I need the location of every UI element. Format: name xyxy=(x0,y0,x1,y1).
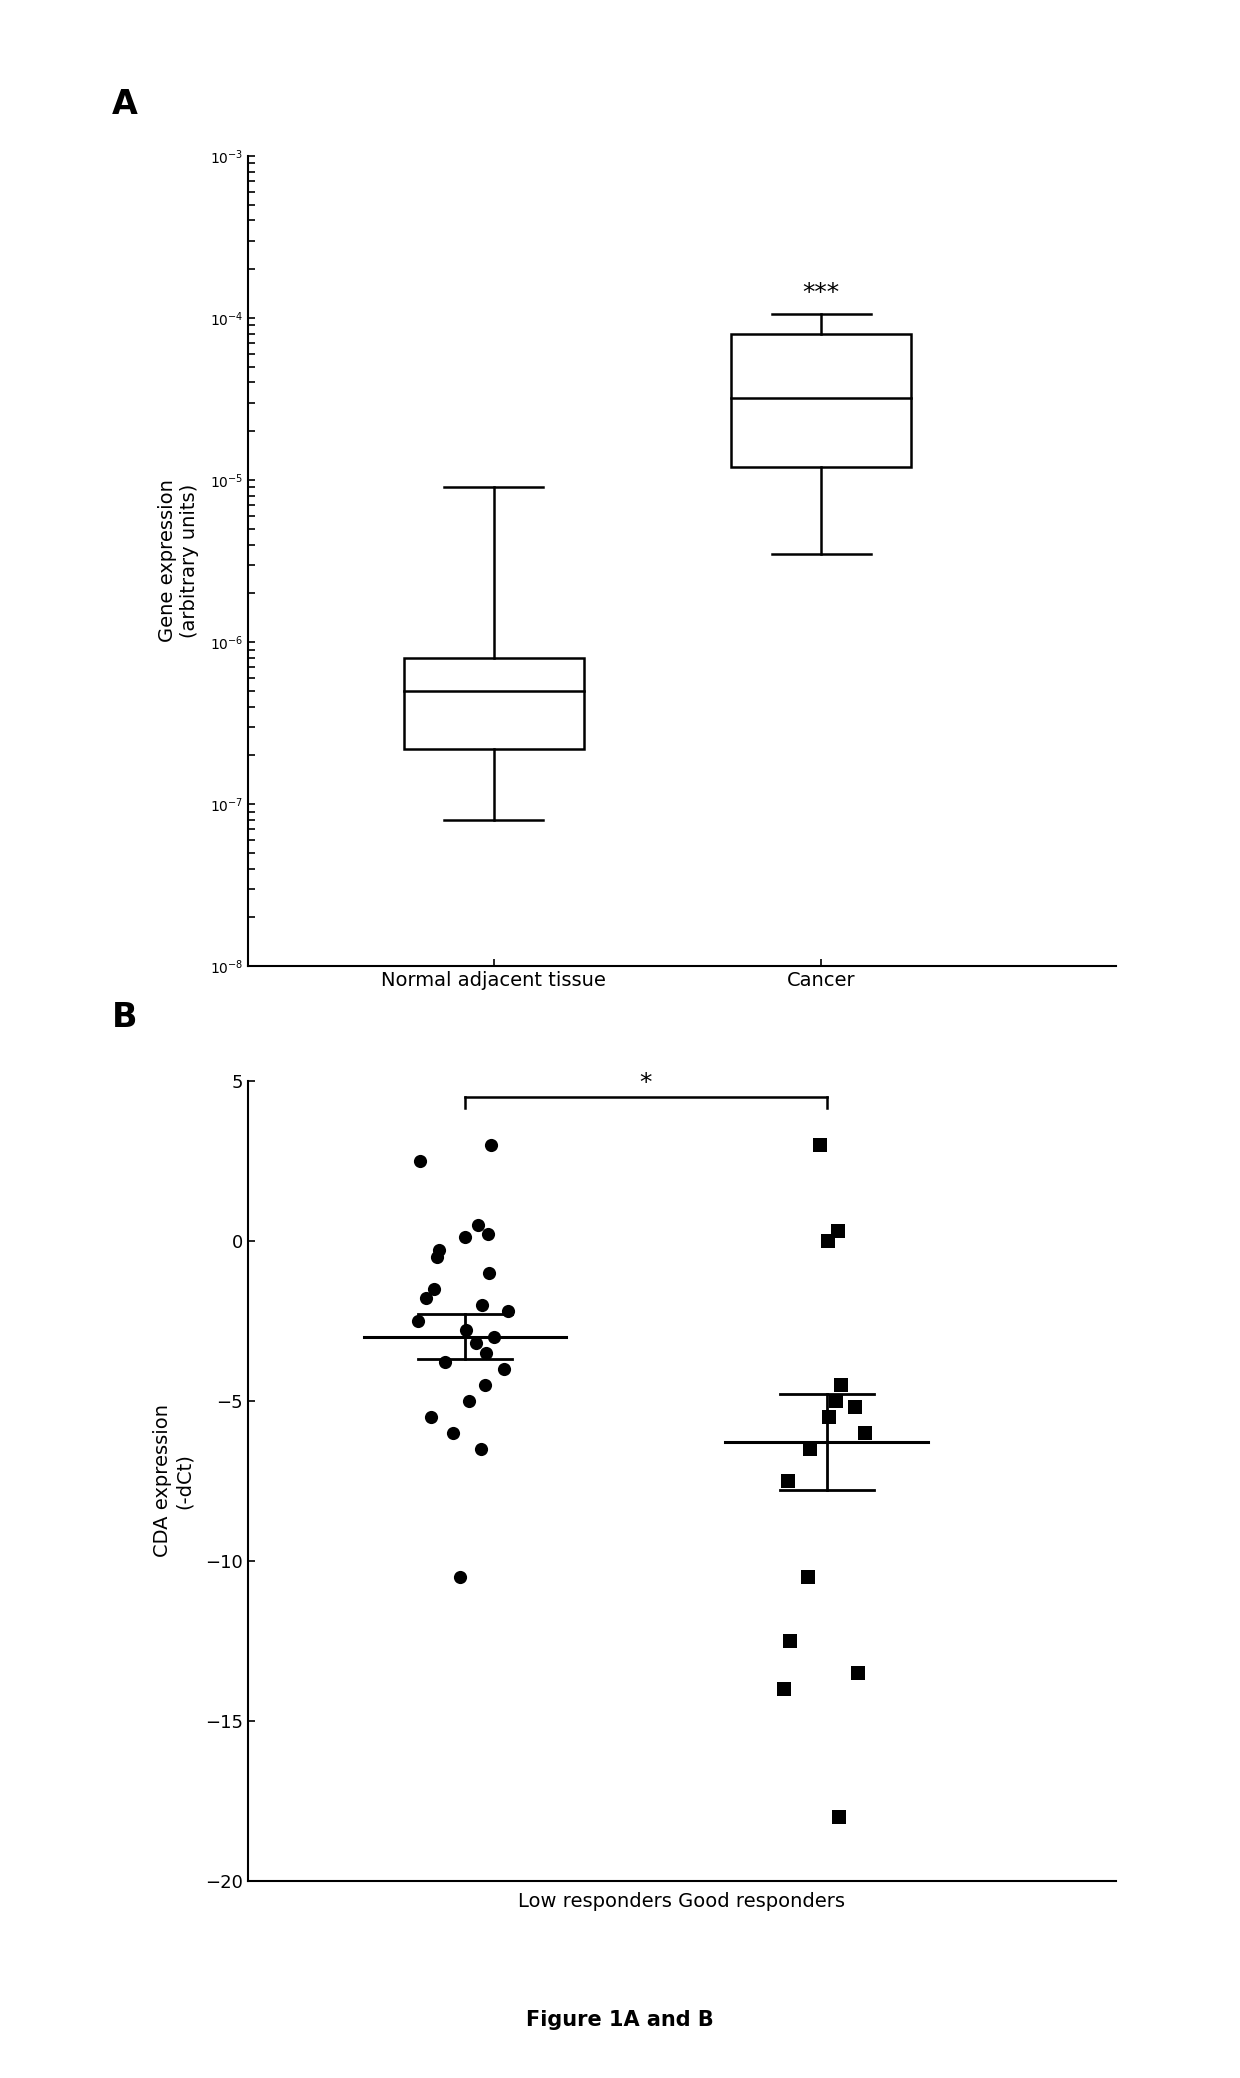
Point xyxy=(467,1207,487,1241)
Point xyxy=(828,1214,848,1247)
Point xyxy=(811,1128,831,1162)
Point xyxy=(435,1347,455,1380)
Point xyxy=(417,1282,436,1315)
Point xyxy=(856,1415,875,1448)
Y-axis label: CDA expression
(-dCt): CDA expression (-dCt) xyxy=(153,1405,193,1556)
Point xyxy=(800,1432,820,1465)
Text: B: B xyxy=(112,1000,138,1033)
Point xyxy=(422,1401,441,1434)
Point xyxy=(779,1463,799,1496)
Point xyxy=(459,1384,479,1417)
Point xyxy=(476,1336,496,1369)
Text: Figure 1A and B: Figure 1A and B xyxy=(526,2009,714,2030)
Point xyxy=(475,1367,495,1401)
Point xyxy=(818,1401,838,1434)
Point xyxy=(497,1295,517,1328)
Point xyxy=(479,1218,498,1251)
Point xyxy=(480,1255,500,1288)
Point xyxy=(455,1220,475,1253)
Point xyxy=(443,1415,463,1448)
Point xyxy=(471,1432,491,1465)
Point xyxy=(846,1390,866,1423)
Point xyxy=(424,1272,444,1305)
Text: *: * xyxy=(640,1070,652,1095)
Text: ***: *** xyxy=(802,281,839,305)
Point xyxy=(485,1320,505,1353)
Point xyxy=(828,1800,848,1833)
Point xyxy=(818,1224,838,1257)
Point xyxy=(408,1305,428,1338)
Point xyxy=(495,1353,515,1386)
Point xyxy=(799,1561,818,1594)
Point xyxy=(472,1288,492,1322)
Point xyxy=(466,1326,486,1359)
Point xyxy=(780,1625,800,1658)
Point xyxy=(826,1384,846,1417)
Point xyxy=(481,1128,501,1162)
Point xyxy=(410,1143,430,1176)
Point xyxy=(774,1673,794,1706)
Point xyxy=(450,1561,470,1594)
Text: A: A xyxy=(112,87,138,121)
Bar xyxy=(732,335,911,468)
Point xyxy=(427,1241,446,1274)
Y-axis label: Gene expression
(arbitrary units): Gene expression (arbitrary units) xyxy=(157,480,198,642)
Point xyxy=(831,1367,851,1401)
Point xyxy=(429,1234,449,1268)
X-axis label: Low responders Good responders: Low responders Good responders xyxy=(518,1891,846,1910)
Point xyxy=(456,1313,476,1347)
Point xyxy=(848,1656,868,1689)
Bar xyxy=(403,659,584,748)
